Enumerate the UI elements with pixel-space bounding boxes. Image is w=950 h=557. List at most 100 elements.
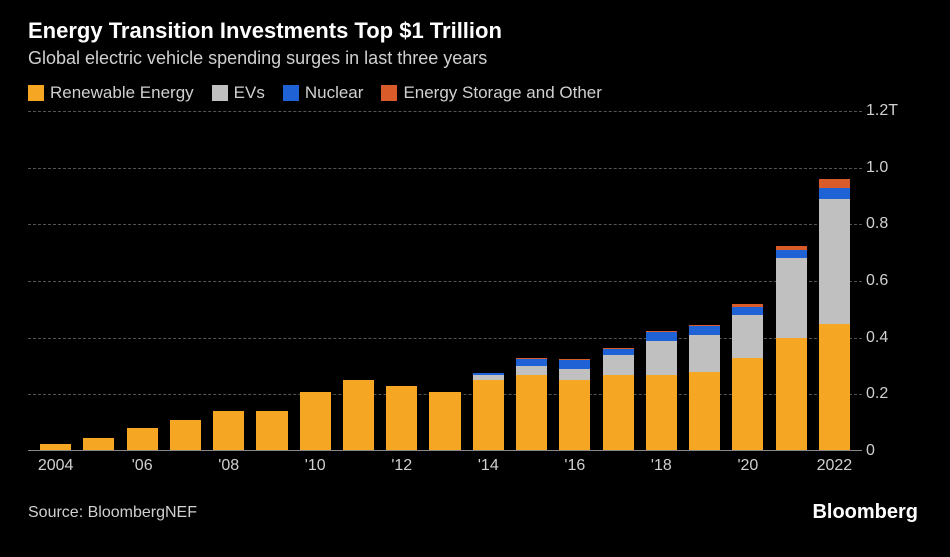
bar-segment-renewable xyxy=(776,338,807,451)
bar-slot xyxy=(467,111,510,451)
stacked-bar xyxy=(300,392,331,452)
x-axis-labels: 2004'06'08'10'12'14'16'18'202022 xyxy=(28,457,862,485)
y-tick-label: 0.4 xyxy=(866,329,888,347)
chart-title: Energy Transition Investments Top $1 Tri… xyxy=(28,18,922,44)
x-tick-label: '14 xyxy=(467,457,510,485)
bar-slot xyxy=(683,111,726,451)
x-tick-label xyxy=(77,457,120,485)
bar-segment-evs xyxy=(646,341,677,375)
source-text: Source: BloombergNEF xyxy=(28,504,197,522)
bar-segment-storage xyxy=(819,179,850,188)
bar-segment-renewable xyxy=(343,380,374,451)
bar-segment-evs xyxy=(732,315,763,358)
bar-slot xyxy=(164,111,207,451)
legend-item: Nuclear xyxy=(283,83,364,103)
brand-logo: Bloomberg xyxy=(812,501,918,524)
bar-segment-evs xyxy=(603,355,634,375)
x-tick-label xyxy=(337,457,380,485)
bar-slot xyxy=(121,111,164,451)
bar-segment-renewable xyxy=(646,375,677,452)
x-tick-label: 2022 xyxy=(813,457,856,485)
bar-segment-renewable xyxy=(170,420,201,451)
bar-segment-nuclear xyxy=(819,188,850,199)
stacked-bar xyxy=(732,304,763,451)
bar-segment-nuclear xyxy=(689,326,720,335)
legend-label: Nuclear xyxy=(305,83,364,103)
bar-segment-renewable xyxy=(429,392,460,452)
bar-slot xyxy=(207,111,250,451)
y-tick-label: 0.2 xyxy=(866,385,888,403)
bars xyxy=(28,111,862,451)
stacked-bar xyxy=(386,386,417,451)
bar-segment-renewable xyxy=(732,358,763,452)
bar-segment-nuclear xyxy=(776,250,807,259)
y-tick-label: 1.2T xyxy=(866,102,898,120)
x-axis-line xyxy=(28,450,862,451)
bar-slot xyxy=(640,111,683,451)
stacked-bar xyxy=(559,359,590,451)
x-tick-label: '06 xyxy=(121,457,164,485)
stacked-bar xyxy=(819,179,850,451)
stacked-bar xyxy=(343,380,374,451)
x-tick-label xyxy=(596,457,639,485)
x-tick-label: '10 xyxy=(294,457,337,485)
bar-segment-renewable xyxy=(473,380,504,451)
x-tick-label: '16 xyxy=(553,457,596,485)
legend-label: EVs xyxy=(234,83,265,103)
x-tick-label: '18 xyxy=(640,457,683,485)
stacked-bar xyxy=(127,428,158,451)
legend-swatch xyxy=(28,85,44,101)
bar-segment-evs xyxy=(559,369,590,380)
stacked-bar xyxy=(429,392,460,452)
bar-segment-evs xyxy=(819,199,850,324)
x-tick-label xyxy=(250,457,293,485)
stacked-bar xyxy=(213,411,244,451)
bar-segment-renewable xyxy=(559,380,590,451)
bar-slot xyxy=(380,111,423,451)
legend-label: Energy Storage and Other xyxy=(403,83,601,103)
stacked-bar xyxy=(473,373,504,451)
stacked-bar xyxy=(776,246,807,451)
stacked-bar xyxy=(603,348,634,451)
bar-slot xyxy=(596,111,639,451)
bar-slot xyxy=(510,111,553,451)
chart-container: Energy Transition Investments Top $1 Tri… xyxy=(0,0,950,524)
bar-segment-renewable xyxy=(819,324,850,452)
y-tick-label: 0.8 xyxy=(866,215,888,233)
bar-segment-evs xyxy=(776,258,807,337)
bar-segment-renewable xyxy=(516,375,547,452)
bar-segment-nuclear xyxy=(559,360,590,369)
bar-slot xyxy=(294,111,337,451)
bar-slot xyxy=(813,111,856,451)
bar-segment-renewable xyxy=(689,372,720,451)
x-tick-label xyxy=(164,457,207,485)
bar-segment-nuclear xyxy=(646,332,677,341)
chart-plot-area: 1.2T1.00.80.60.40.20 xyxy=(28,111,862,451)
legend-item: Renewable Energy xyxy=(28,83,194,103)
bar-segment-evs xyxy=(689,335,720,372)
x-tick-label: 2004 xyxy=(34,457,77,485)
legend-item: EVs xyxy=(212,83,265,103)
bar-slot xyxy=(77,111,120,451)
bar-segment-nuclear xyxy=(516,359,547,366)
stacked-bar xyxy=(689,325,720,451)
bar-segment-renewable xyxy=(386,386,417,451)
x-tick-label: '08 xyxy=(207,457,250,485)
bar-slot xyxy=(423,111,466,451)
x-tick-label xyxy=(423,457,466,485)
chart-footer: Source: BloombergNEF Bloomberg xyxy=(28,501,922,524)
y-axis-ticks: 1.2T1.00.80.60.40.20 xyxy=(866,111,914,451)
bar-slot xyxy=(337,111,380,451)
bar-segment-renewable xyxy=(127,428,158,451)
x-tick-label xyxy=(683,457,726,485)
legend-swatch xyxy=(381,85,397,101)
bar-slot xyxy=(726,111,769,451)
bar-segment-renewable xyxy=(603,375,634,452)
y-tick-label: 0.6 xyxy=(866,272,888,290)
bar-slot xyxy=(250,111,293,451)
bar-segment-renewable xyxy=(213,411,244,451)
legend-swatch xyxy=(212,85,228,101)
stacked-bar xyxy=(516,358,547,451)
bar-segment-nuclear xyxy=(732,307,763,316)
stacked-bar xyxy=(646,331,677,451)
